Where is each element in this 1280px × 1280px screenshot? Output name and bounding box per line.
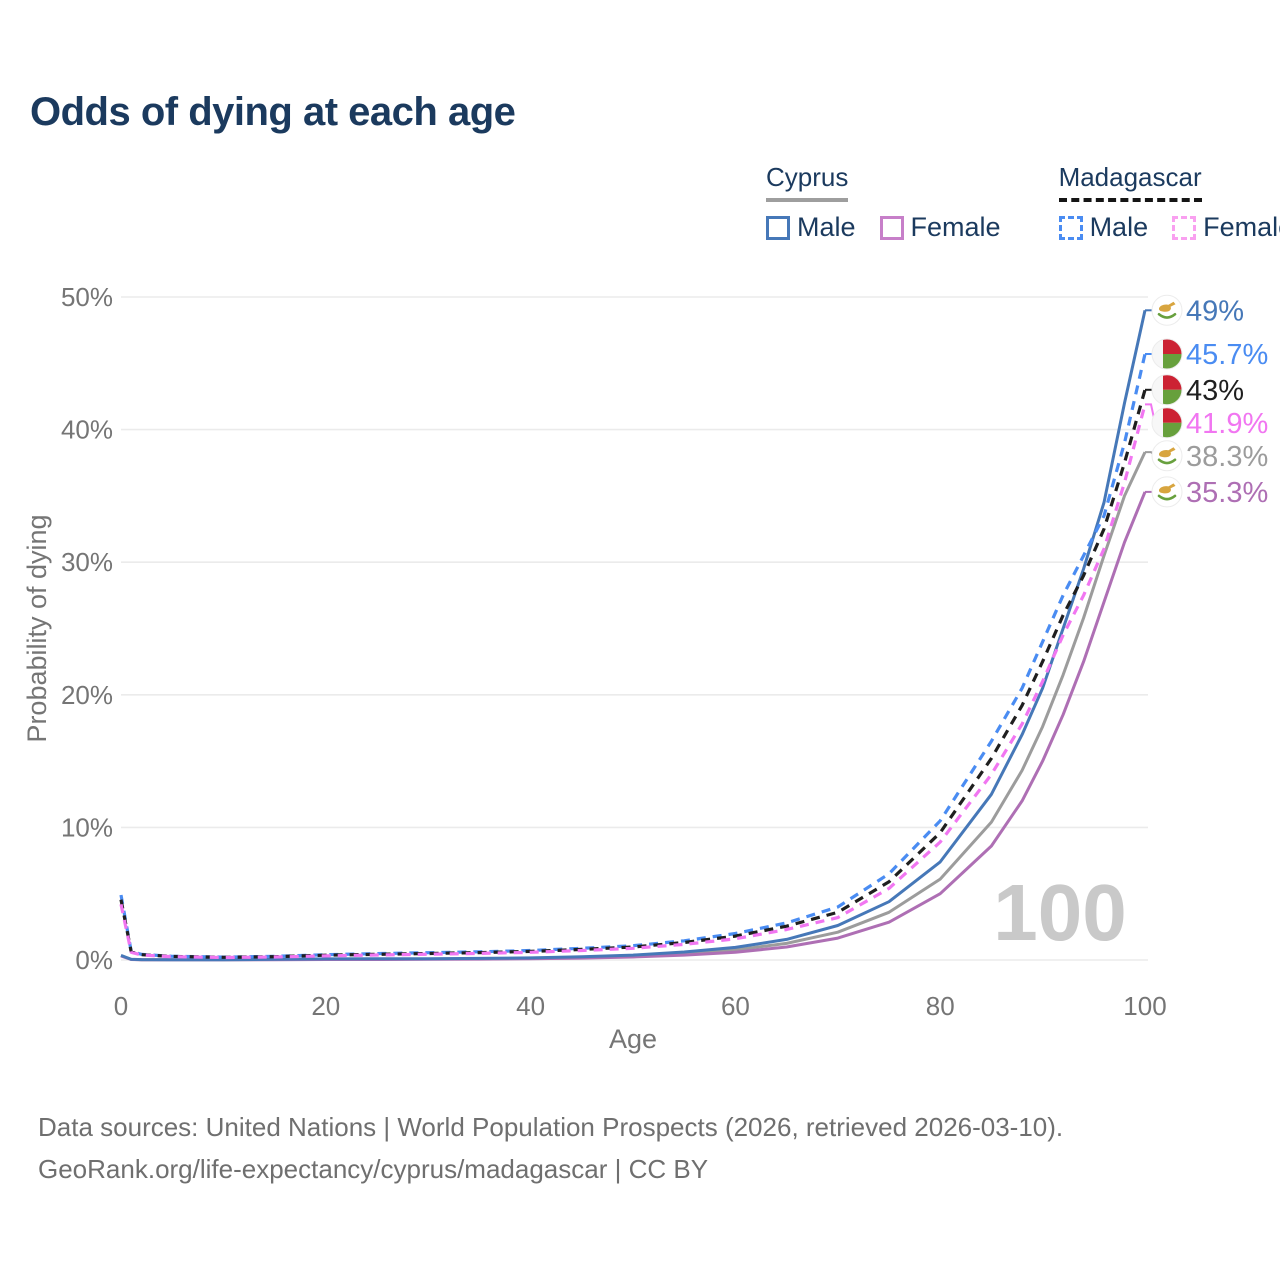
age-watermark: 100	[993, 868, 1126, 957]
chart-legend: Cyprus Male Female Madagascar Male	[766, 162, 1280, 243]
series-line-madagascar-male[interactable]	[119, 353, 1147, 959]
legend-country-cyprus[interactable]: Cyprus	[766, 162, 849, 202]
cyprus-flag-icon	[1151, 440, 1183, 472]
legend-group-madagascar: Madagascar Male Female	[1058, 162, 1280, 243]
series-line-madagascar-female[interactable]	[119, 403, 1147, 960]
madagascar-female-swatch-icon	[1172, 215, 1197, 240]
y-tick-label: 50%	[61, 282, 113, 312]
end-value-label-cyprus-female: 35.3%	[1186, 477, 1268, 509]
x-tick-label: 0	[114, 991, 128, 1021]
series-line-cyprus-both[interactable]	[120, 451, 1147, 962]
x-axis-title: Age	[609, 1024, 657, 1054]
cyprus-female-swatch-icon	[879, 215, 904, 240]
legend-group-cyprus: Cyprus Male Female	[766, 162, 1001, 243]
x-tick-label: 60	[721, 991, 750, 1021]
madagascar-flag-icon	[1151, 338, 1183, 370]
y-tick-label: 0%	[75, 945, 113, 975]
legend-item-label: Female	[1203, 212, 1280, 242]
legend-item-label: Male	[797, 212, 856, 242]
cyprus-flag-icon	[1151, 294, 1183, 326]
data-sources-note: Data sources: United Nations | World Pop…	[38, 1106, 1063, 1190]
legend-country-madagascar[interactable]: Madagascar	[1058, 162, 1202, 202]
x-tick-label: 100	[1123, 991, 1166, 1021]
madagascar-flag-icon	[1151, 374, 1183, 406]
cyprus-flag-icon	[1151, 476, 1183, 508]
line-chart-canvas[interactable]: 0% 10% 20% 30% 40% 50% 0 20 40 60 80 100 Age Probabil…	[0, 0, 1280, 1080]
madagascar-male-swatch-icon	[1058, 215, 1083, 240]
data-sources-line: Data sources: United Nations | World Pop…	[38, 1112, 1064, 1142]
x-tick-label: 20	[311, 991, 340, 1021]
end-value-label-cyprus-male: 49%	[1186, 295, 1244, 327]
end-value-label-madagascar-male: 45.7%	[1186, 339, 1268, 371]
legend-item-label: Male	[1089, 212, 1149, 242]
x-tick-label: 40	[516, 991, 545, 1021]
end-value-label-madagascar-female: 41.9%	[1186, 408, 1268, 440]
y-tick-label: 10%	[61, 812, 113, 842]
series-line-madagascar-both[interactable]	[119, 389, 1147, 959]
series-line-cyprus-male[interactable]	[120, 309, 1147, 962]
legend-item-cyprus-male[interactable]: Male	[766, 212, 856, 243]
page-title: Odds of dying at each age	[30, 90, 516, 134]
madagascar-flag-icon	[1151, 407, 1183, 439]
cyprus-male-swatch-icon	[766, 215, 790, 240]
legend-item-madagascar-male[interactable]: Male	[1058, 212, 1149, 243]
y-axis-title: Probability of dying	[22, 514, 52, 742]
legend-item-label: Female	[910, 212, 1001, 242]
attribution-link[interactable]: GeoRank.org/life-expectancy/cyprus/madag…	[38, 1154, 709, 1184]
y-tick-label: 20%	[61, 680, 113, 710]
end-value-label-cyprus-both: 38.3%	[1186, 441, 1268, 473]
y-tick-label: 40%	[61, 415, 113, 445]
end-value-label-madagascar-both: 43%	[1186, 375, 1244, 407]
legend-item-madagascar-female[interactable]: Female	[1172, 212, 1280, 243]
y-tick-label: 30%	[61, 547, 113, 577]
x-tick-label: 80	[926, 991, 955, 1021]
legend-item-cyprus-female[interactable]: Female	[879, 212, 1001, 243]
